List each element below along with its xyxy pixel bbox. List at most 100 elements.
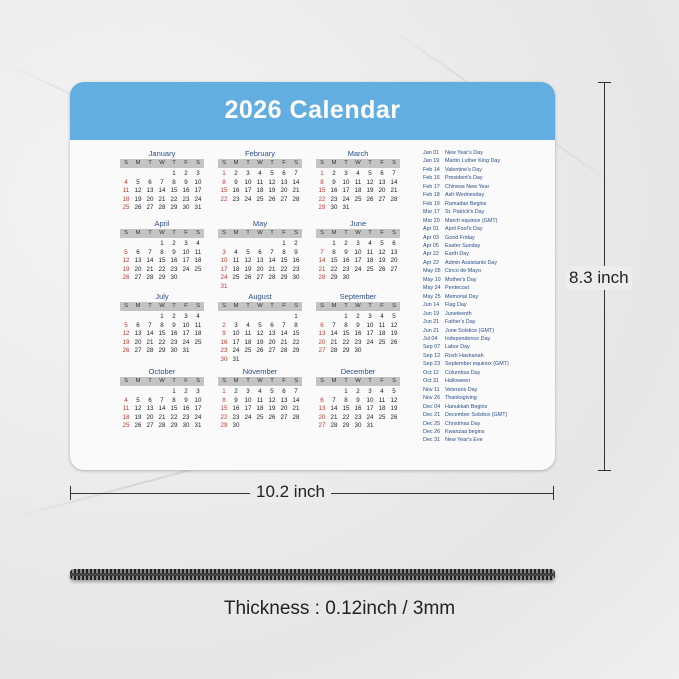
day-cell: 29 — [342, 347, 350, 354]
day-cell: 6 — [258, 248, 262, 256]
day-cell: 16 — [330, 187, 338, 194]
month-june: June S M T W T F S 1 2 3 4 5 6 7 8 9 10 11 12 13 14 15 16 17 18 19… — [316, 219, 400, 283]
day-cell: 16 — [220, 338, 228, 346]
day-cell: 28 — [292, 413, 300, 421]
day-cell: 4 — [356, 170, 360, 177]
day-cell: 3 — [344, 170, 348, 177]
day-cell: 2 — [356, 313, 360, 320]
holiday-date: Feb 14 — [423, 166, 440, 173]
day-cell: 4 — [196, 240, 200, 247]
day-cell: 26 — [122, 274, 130, 281]
day-cell: 29 — [292, 347, 300, 354]
month-august: August S M T W T F S 1 2 3 4 5 6 7 8 9 10 11 12 13 14 15 16 17 18… — [218, 292, 302, 364]
day-cell: 8 — [344, 321, 348, 329]
day-cell: 21 — [330, 338, 338, 346]
day-cell: 20 — [318, 413, 326, 421]
day-cell: 8 — [320, 178, 324, 186]
day-cell: 30 — [170, 347, 178, 354]
weekday-label: M — [233, 160, 239, 166]
calendar-title: 2026 Calendar — [224, 96, 401, 124]
holiday-name: Independence Day — [445, 335, 491, 342]
month-name: March — [347, 149, 369, 158]
day-cell: 15 — [292, 330, 300, 337]
day-cell: 14 — [158, 187, 166, 194]
day-cell: 16 — [182, 405, 190, 412]
month-may: May S M T W T F S 1 2 3 4 5 6 7 8 9 10 11 12 13 14 15 16 17 18 19 2… — [218, 219, 302, 291]
day-cell: 11 — [256, 396, 264, 404]
holiday-name: Pentecost — [445, 285, 469, 292]
day-cell: 22 — [158, 265, 166, 273]
day-cell: 16 — [170, 257, 178, 264]
day-cell: 24 — [244, 195, 252, 203]
weekday-label: W — [159, 303, 165, 309]
day-cell: 23 — [342, 265, 350, 273]
day-cell: 1 — [172, 170, 176, 177]
side-view-edge — [70, 569, 555, 580]
month-name: August — [248, 292, 272, 301]
holiday-date: Jun 21 — [423, 319, 440, 326]
day-cell: 23 — [354, 413, 362, 421]
day-cell: 5 — [380, 240, 384, 247]
day-cell: 2 — [294, 240, 298, 247]
day-cell: 25 — [366, 265, 374, 273]
day-cell: 17 — [244, 187, 252, 194]
holiday-name: Chinese New Year — [445, 183, 490, 190]
day-cell: 4 — [380, 313, 384, 320]
day-cell: 4 — [258, 388, 262, 395]
holiday-date: Feb 18 — [423, 192, 440, 199]
day-cell: 29 — [158, 347, 166, 354]
holiday-date: Jun 21 — [423, 327, 440, 334]
day-cell: 30 — [170, 274, 178, 281]
day-cell: 31 — [194, 204, 202, 211]
day-cell: 30 — [330, 204, 338, 211]
day-cell: 26 — [378, 265, 386, 273]
holiday-date: Mar 20 — [423, 217, 440, 224]
day-cell: 29 — [342, 422, 350, 429]
day-cell: 31 — [194, 422, 202, 429]
weekday-label: T — [368, 230, 372, 236]
weekday-label: S — [294, 303, 298, 309]
weekday-label: T — [368, 160, 372, 166]
day-cell: 30 — [182, 422, 190, 429]
day-cell: 10 — [354, 248, 362, 256]
day-cell: 29 — [220, 422, 228, 429]
day-cell: 14 — [390, 178, 398, 186]
holiday-list: Jan 01 New Year's Day Jan 19 Martin Luther … — [423, 149, 509, 445]
holiday-name: St. Patrick's Day — [445, 209, 485, 216]
day-cell: 28 — [330, 422, 338, 429]
weekday-label: S — [222, 160, 226, 166]
day-cell: 5 — [246, 248, 250, 256]
day-cell: 9 — [356, 396, 360, 404]
day-cell: 1 — [332, 240, 336, 247]
holiday-item: Oct 12 Columbus Day — [423, 369, 509, 377]
day-cell: 27 — [318, 347, 326, 354]
weekday-label: F — [282, 230, 286, 236]
holiday-name: Columbus Day — [445, 369, 481, 376]
day-grid: 1 2 3 4 5 6 7 8 9 10 11 12 13 14 15 16 17 18 19 20 21 22 23 24 2… — [218, 170, 302, 204]
empty-cell — [328, 388, 340, 397]
day-cell: 2 — [172, 240, 176, 247]
holiday-name: Juneteenth — [445, 310, 472, 317]
day-cell: 6 — [148, 178, 152, 186]
weekday-label: T — [270, 230, 274, 236]
empty-cell — [144, 388, 156, 397]
day-cell: 30 — [182, 204, 190, 211]
weekday-label: S — [196, 378, 200, 384]
empty-cell — [132, 388, 144, 397]
day-cell: 20 — [280, 405, 288, 412]
holiday-name: New Year's Day — [445, 150, 483, 156]
day-cell: 13 — [318, 405, 326, 412]
day-cell: 22 — [318, 195, 326, 203]
day-cell: 5 — [124, 321, 128, 329]
empty-cell — [254, 240, 266, 249]
weekday-label: T — [246, 303, 250, 309]
day-cell: 19 — [256, 338, 264, 346]
day-cell: 10 — [366, 321, 374, 329]
day-cell: 20 — [280, 187, 288, 194]
day-cell: 15 — [170, 187, 178, 194]
holiday-date: Apr 22 — [423, 251, 439, 258]
